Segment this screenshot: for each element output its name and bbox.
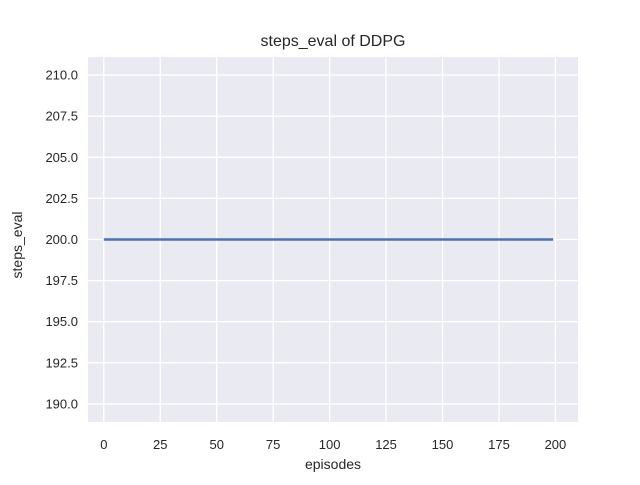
y-axis-label: steps_eval	[9, 212, 25, 279]
y-tick-label: 205.0	[45, 150, 78, 165]
y-tick-label: 210.0	[45, 68, 78, 83]
x-tick-label: 75	[266, 437, 280, 452]
x-axis-label: episodes	[305, 456, 361, 472]
x-tick-label: 100	[319, 437, 341, 452]
y-tick-label: 197.5	[45, 273, 78, 288]
y-tick-label: 192.5	[45, 355, 78, 370]
tick-labels: 0 25 50 75 100 125 150 175 200 190.0 192.5 195.0 197…	[45, 68, 566, 452]
y-tick-label: 195.0	[45, 314, 78, 329]
x-tick-label: 175	[488, 437, 510, 452]
chart-title: steps_eval of DDPG	[261, 33, 406, 50]
y-tick-label: 207.5	[45, 109, 78, 124]
x-tick-label: 25	[153, 437, 167, 452]
x-tick-label: 150	[432, 437, 454, 452]
y-tick-label: 200.0	[45, 232, 78, 247]
y-tick-label: 190.0	[45, 396, 78, 411]
x-tick-label: 125	[375, 437, 397, 452]
y-tick-label: 202.5	[45, 191, 78, 206]
x-tick-label: 50	[209, 437, 223, 452]
x-tick-label: 0	[100, 437, 107, 452]
x-tick-label: 200	[545, 437, 567, 452]
